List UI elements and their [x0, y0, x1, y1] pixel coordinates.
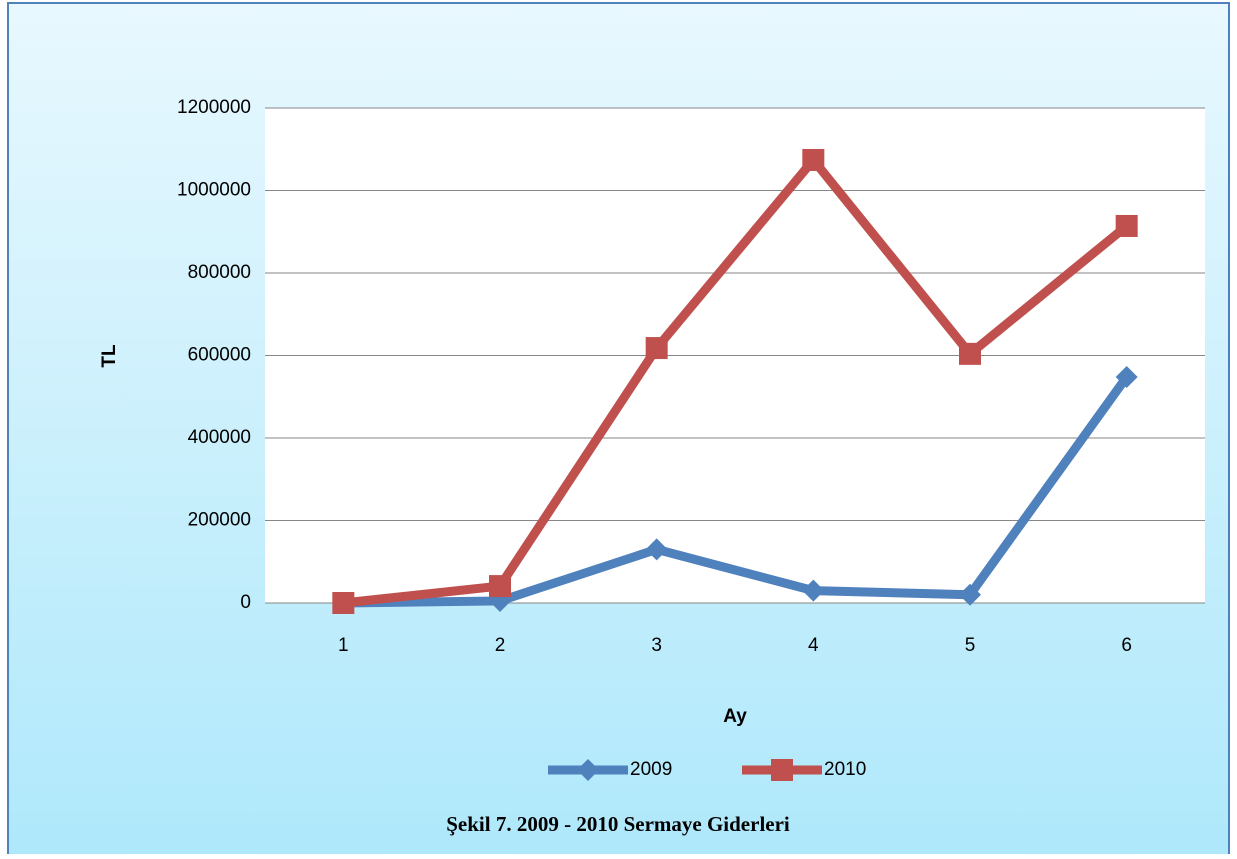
x-tick-label: 5 [965, 635, 976, 656]
data-point [1115, 365, 1138, 388]
data-point [332, 592, 355, 614]
x-tick-label: 6 [1121, 635, 1132, 656]
x-tick-label: 4 [808, 635, 819, 656]
legend-label: 2009 [630, 759, 672, 780]
data-point [959, 342, 981, 365]
y-tick-label: 1000000 [177, 180, 251, 201]
y-tick-label: 600000 [188, 345, 251, 366]
data-point [645, 337, 668, 360]
data-point [959, 583, 981, 606]
legend-marker [577, 759, 599, 781]
legend-label: 2010 [824, 759, 866, 780]
y-tick-label: 400000 [188, 427, 251, 448]
data-point [1115, 214, 1138, 237]
x-tick-label: 2 [495, 635, 506, 656]
y-tick-label: 0 [240, 592, 251, 613]
data-point [645, 538, 668, 561]
data-point [489, 575, 511, 598]
y-axis-label: TL [99, 344, 120, 368]
x-tick-label: 3 [651, 635, 662, 656]
x-tick-label: 1 [338, 635, 349, 656]
legend-marker [771, 759, 793, 781]
data-point [802, 148, 825, 171]
series-line [342, 155, 1130, 608]
series-line [343, 374, 1131, 608]
x-axis-label: Ay [723, 706, 747, 727]
y-tick-label: 200000 [188, 510, 251, 531]
chart-title: Şekil 7. 2009 - 2010 Sermaye Giderleri [446, 812, 790, 836]
y-tick-label: 1200000 [177, 97, 251, 118]
y-tick-label: 800000 [188, 262, 251, 283]
data-point [802, 579, 825, 602]
